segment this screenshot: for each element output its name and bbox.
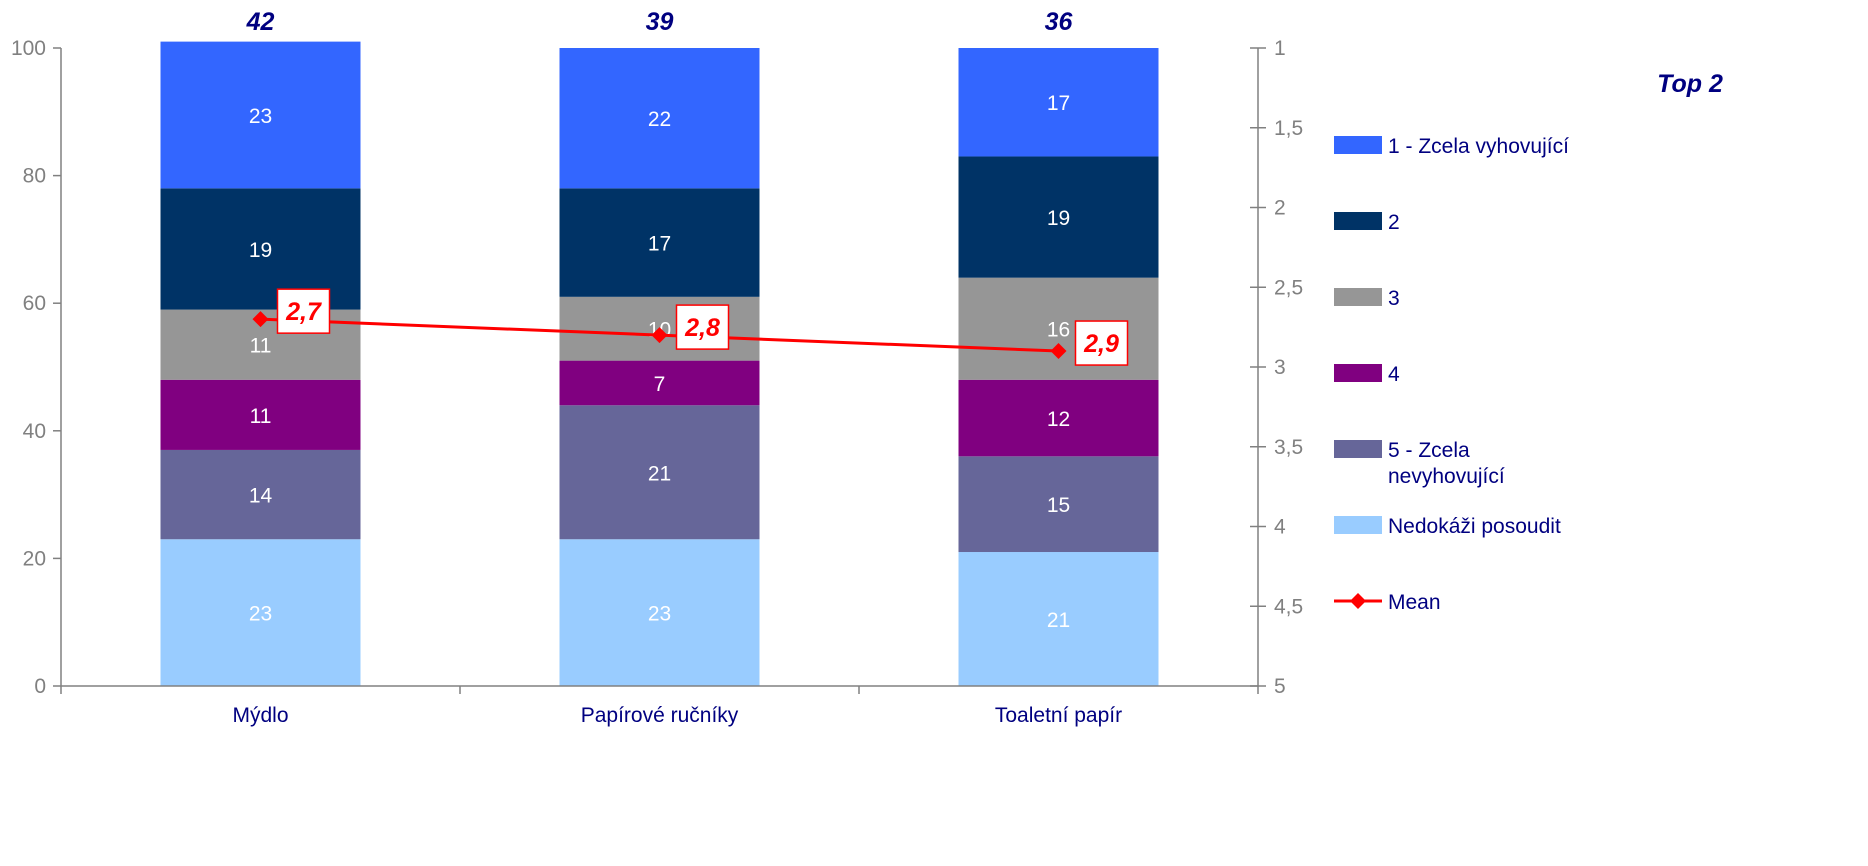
legend-title: Top 2 xyxy=(1657,70,1723,98)
data-label: 12 xyxy=(1047,408,1070,431)
top2-label: 42 xyxy=(246,8,275,36)
bar-segment xyxy=(958,48,1159,157)
mean-label-box xyxy=(276,288,331,334)
data-label: 17 xyxy=(1047,92,1070,115)
data-label: 23 xyxy=(249,603,272,626)
mean-layer: 2,7 2,8 2,9 xyxy=(252,288,1129,366)
legend-label: Nedokáži posoudit xyxy=(1388,515,1561,538)
legend-swatch xyxy=(1334,516,1382,534)
right-tick-label: 3 xyxy=(1274,356,1286,379)
axes-layer: Mýdlo Papírové ručníky Toaletní papír 0 20 40… xyxy=(11,37,1303,727)
mean-marker xyxy=(252,311,269,328)
right-tick-label: 1 xyxy=(1274,37,1286,60)
data-label: 21 xyxy=(1047,609,1070,632)
mean-marker xyxy=(651,327,668,344)
mean-label: 2,8 xyxy=(684,314,720,342)
left-tick-label: 20 xyxy=(23,547,46,570)
right-tick-label: 4,5 xyxy=(1274,595,1303,618)
legend: Top 2 1 - Zcela vyhovující 2 3 4 5 - Zcela ne… xyxy=(1334,70,1723,614)
data-label: 7 xyxy=(654,373,666,396)
top2-label: 39 xyxy=(646,8,674,36)
data-label: 14 xyxy=(249,485,273,508)
left-tick-label: 40 xyxy=(23,420,46,443)
right-tick-label: 2 xyxy=(1274,197,1286,220)
bar-segment xyxy=(958,156,1159,278)
x-tick-label: Toaletní papír xyxy=(995,704,1122,727)
mean-marker xyxy=(1050,343,1067,360)
bar-segment xyxy=(160,449,361,540)
x-tick-label: Mýdlo xyxy=(232,704,288,727)
mean-label-box xyxy=(1074,320,1129,366)
bar-segment xyxy=(559,360,760,406)
legend-marker xyxy=(1350,593,1366,609)
data-label: 19 xyxy=(249,239,272,262)
legend-label: 4 xyxy=(1388,363,1400,386)
left-tick-label: 60 xyxy=(23,292,46,315)
left-tick-label: 100 xyxy=(11,37,46,60)
right-tick-label: 4 xyxy=(1274,516,1286,539)
left-tick-label: 0 xyxy=(34,675,46,698)
data-label: 17 xyxy=(648,233,671,256)
legend-label: 2 xyxy=(1388,211,1400,234)
legend-label: 1 - Zcela vyhovující xyxy=(1388,135,1569,158)
bar-segment xyxy=(958,379,1159,457)
legend-label: nevyhovující xyxy=(1388,465,1505,488)
labels-layer: 2314111119234223217101722392115121619173… xyxy=(246,8,1074,632)
top2-label: 36 xyxy=(1045,8,1074,36)
legend-swatch xyxy=(1334,440,1382,458)
bar-segment xyxy=(559,405,760,540)
mean-label-box xyxy=(675,304,730,350)
data-label: 16 xyxy=(1047,319,1070,342)
left-tick-label: 80 xyxy=(23,165,46,188)
right-tick-label: 3,5 xyxy=(1274,436,1303,459)
legend-swatch xyxy=(1334,212,1382,230)
bar-segment xyxy=(160,41,361,189)
bar-segment xyxy=(160,379,361,450)
right-tick-label: 2,5 xyxy=(1274,276,1303,299)
data-label: 15 xyxy=(1047,494,1070,517)
data-label: 21 xyxy=(648,462,671,485)
legend-swatch xyxy=(1334,364,1382,382)
legend-label: 3 xyxy=(1388,287,1400,310)
right-tick-label: 1,5 xyxy=(1274,117,1303,140)
x-tick-label: Papírové ručníky xyxy=(581,704,739,727)
data-label: 23 xyxy=(249,105,272,128)
legend-label: Mean xyxy=(1388,591,1441,614)
bar-segment xyxy=(958,456,1159,553)
legend-swatch xyxy=(1334,288,1382,306)
bar-segment xyxy=(559,188,760,297)
legend-label: 5 - Zcela xyxy=(1388,439,1470,462)
mean-label: 2,7 xyxy=(285,298,322,326)
data-label: 11 xyxy=(250,405,272,428)
data-label: 23 xyxy=(648,603,671,626)
bar-segment xyxy=(160,539,361,686)
bar-segment xyxy=(559,48,760,189)
legend-swatch xyxy=(1334,136,1382,154)
data-label: 22 xyxy=(648,108,671,131)
bar-segment xyxy=(958,552,1159,686)
data-label: 19 xyxy=(1047,207,1070,230)
bars-layer xyxy=(160,41,1159,686)
bar-segment xyxy=(559,539,760,686)
mean-label: 2,9 xyxy=(1083,330,1119,358)
data-label: 11 xyxy=(250,335,272,358)
right-tick-label: 5 xyxy=(1274,675,1286,698)
